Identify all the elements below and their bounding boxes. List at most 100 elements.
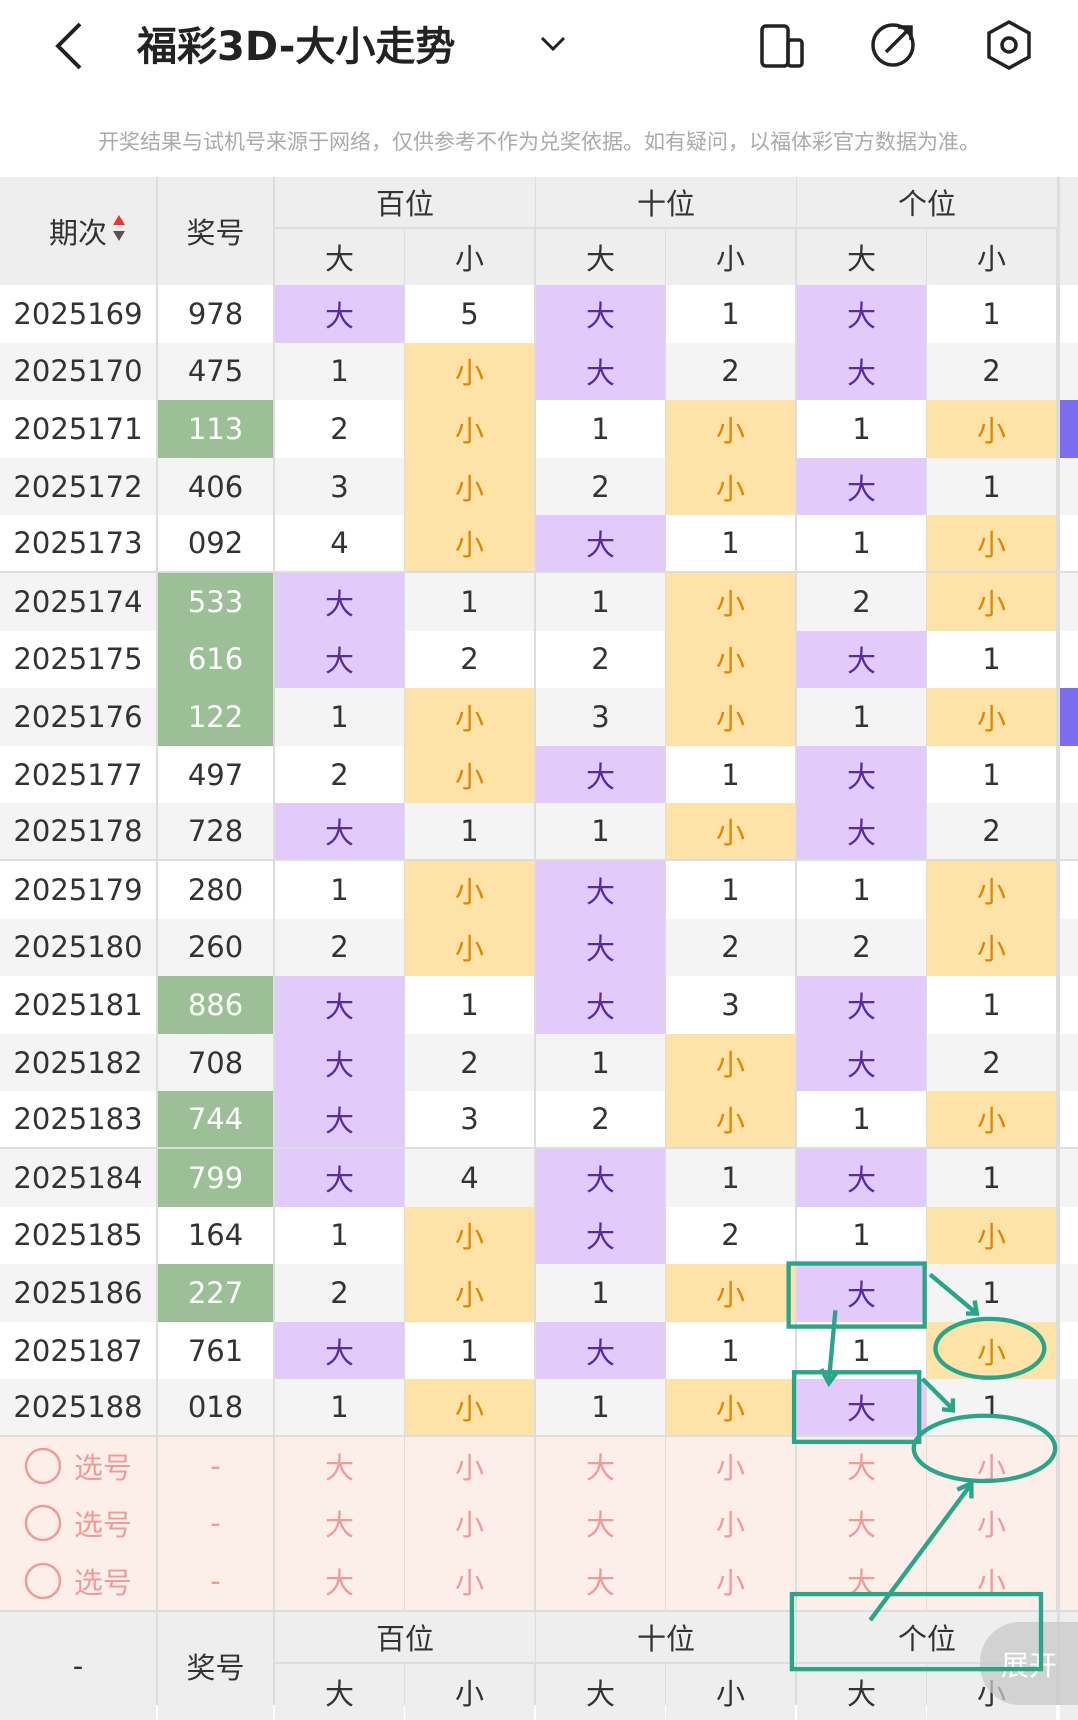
period-header: - — [0, 1611, 156, 1720]
number-cell: 497 — [158, 745, 273, 804]
trend-cell: 小 — [927, 1321, 1056, 1380]
trend-cell: 大 — [797, 745, 926, 804]
trend-cell: 大 — [536, 976, 665, 1034]
select-option[interactable]: 大 — [797, 1552, 926, 1610]
trend-cell: 1 — [666, 1321, 795, 1380]
select-option[interactable]: 小 — [405, 1494, 534, 1553]
trend-cell: 4 — [405, 1149, 534, 1207]
trend-cell: 小 — [405, 400, 534, 458]
trend-cell: 1 — [536, 1264, 665, 1322]
trend-cell: 2 — [275, 400, 404, 458]
period-header: 期次 — [0, 177, 156, 285]
period-cell: 2025176 — [0, 688, 156, 746]
trend-cell: 5 — [405, 285, 534, 343]
group-header: 百位 — [275, 1611, 535, 1662]
device-icon[interactable] — [760, 24, 790, 68]
extra-col — [1060, 803, 1078, 859]
select-option[interactable]: 大 — [536, 1552, 665, 1610]
trend-cell: 小 — [927, 1091, 1056, 1147]
select-option[interactable]: 大 — [275, 1494, 404, 1553]
number-cell: 533 — [158, 573, 273, 631]
select-option[interactable]: 小 — [666, 1437, 795, 1495]
extra-col — [1060, 1437, 1078, 1495]
select-option[interactable]: 小 — [927, 1494, 1056, 1553]
number-cell: 164 — [158, 1206, 273, 1265]
select-label[interactable]: 选号 — [73, 1450, 132, 1485]
trend-cell: 大 — [275, 1321, 404, 1380]
extra-col — [1060, 630, 1078, 689]
trend-cell: 大 — [797, 342, 926, 401]
select-option[interactable]: 小 — [666, 1494, 795, 1553]
number-header: 奖号 — [158, 177, 273, 285]
sort-icon[interactable] — [112, 211, 126, 245]
select-option[interactable]: 小 — [927, 1552, 1056, 1610]
sub-header: 大 — [536, 229, 665, 285]
trend-cell: 2 — [536, 630, 665, 689]
select-option[interactable]: 小 — [405, 1552, 534, 1610]
trend-cell: 1 — [927, 745, 1056, 804]
select-option[interactable]: 大 — [275, 1437, 404, 1495]
sub-header: 小 — [666, 1663, 795, 1720]
extra-col — [1060, 400, 1078, 458]
sub-header: 大 — [275, 229, 404, 285]
select-cell[interactable]: 选号 — [0, 1494, 156, 1553]
trend-cell: 大 — [275, 976, 404, 1034]
select-option[interactable]: 大 — [797, 1494, 926, 1553]
trend-cell: 小 — [405, 745, 534, 804]
select-option[interactable]: 小 — [405, 1437, 534, 1495]
trend-cell: 大 — [797, 1033, 926, 1092]
select-label[interactable]: 选号 — [73, 1565, 132, 1600]
extra-col — [1060, 177, 1078, 285]
trend-cell: 小 — [927, 688, 1056, 746]
expand-button[interactable]: 展开 — [980, 1622, 1078, 1705]
trend-cell: 大 — [536, 285, 665, 343]
trend-cell: 小 — [405, 1206, 534, 1265]
extra-col — [1060, 976, 1078, 1034]
trend-cell: 小 — [405, 688, 534, 746]
trend-cell: 2 — [405, 630, 534, 689]
trend-cell: 2 — [275, 745, 404, 804]
select-option[interactable]: 大 — [536, 1437, 665, 1495]
trend-cell: 2 — [536, 457, 665, 516]
trend-cell: 小 — [927, 861, 1056, 919]
top-bar-icons — [55, 20, 1031, 70]
trend-cell: 小 — [666, 688, 795, 746]
extra-col — [1060, 1091, 1078, 1147]
trend-cell: 小 — [666, 1033, 795, 1092]
select-option[interactable]: 大 — [536, 1494, 665, 1553]
select-option[interactable]: 大 — [797, 1437, 926, 1495]
select-number: - — [158, 1494, 273, 1553]
trend-cell: 大 — [536, 1149, 665, 1207]
period-cell: 2025187 — [0, 1321, 156, 1380]
extra-col — [1060, 1494, 1078, 1553]
trend-cell: 4 — [275, 515, 404, 571]
trend-cell: 3 — [536, 688, 665, 746]
trend-cell: 1 — [275, 342, 404, 401]
trend-cell: 1 — [666, 285, 795, 343]
select-label[interactable]: 选号 — [73, 1508, 132, 1543]
trend-cell: 小 — [666, 457, 795, 516]
select-option[interactable]: 小 — [666, 1552, 795, 1610]
trend-cell: 小 — [405, 1379, 534, 1435]
settings-icon[interactable] — [987, 20, 1031, 70]
trend-cell: 大 — [797, 1149, 926, 1207]
extra-col — [1060, 1379, 1078, 1435]
back-icon[interactable] — [55, 22, 82, 70]
group-header: 个位 — [797, 177, 1057, 227]
select-option[interactable]: 大 — [275, 1552, 404, 1610]
trend-cell: 小 — [666, 1264, 795, 1322]
select-cell[interactable]: 选号 — [0, 1552, 156, 1610]
trend-cell: 小 — [666, 630, 795, 689]
dropdown-icon[interactable] — [540, 36, 566, 52]
sub-header: 大 — [797, 1663, 926, 1720]
extra-col — [1060, 457, 1078, 516]
period-cell: 2025175 — [0, 630, 156, 689]
trend-cell: 1 — [927, 630, 1056, 689]
select-option[interactable]: 小 — [927, 1437, 1056, 1495]
trend-cell: 1 — [536, 573, 665, 631]
page-title: 福彩3D-大小走势 — [137, 24, 456, 70]
extra-col — [1060, 1149, 1078, 1207]
share-icon[interactable] — [871, 23, 915, 67]
trend-cell: 1 — [927, 1379, 1056, 1435]
select-cell[interactable]: 选号 — [0, 1437, 156, 1495]
